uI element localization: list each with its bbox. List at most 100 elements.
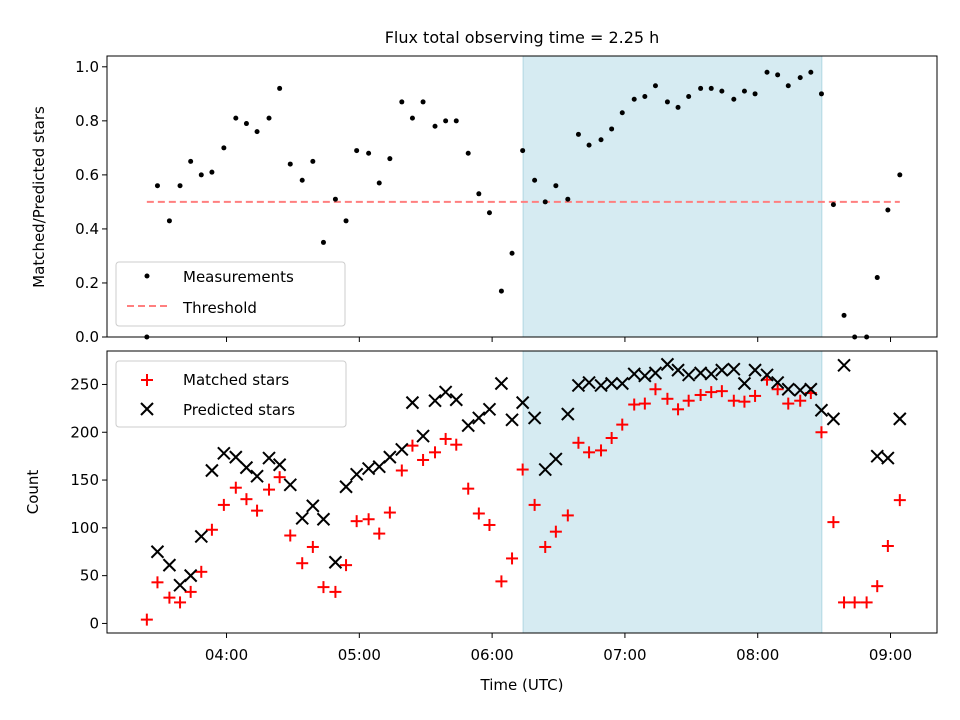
matched-star-point bbox=[174, 596, 187, 609]
measurement-point bbox=[332, 196, 338, 202]
matched-star-point bbox=[273, 471, 286, 484]
matched-star-point bbox=[838, 596, 851, 609]
y-tick-label: 0.0 bbox=[75, 328, 99, 346]
predicted-star-point bbox=[594, 378, 608, 393]
predicted-star-point bbox=[571, 378, 586, 393]
predicted-star-point bbox=[395, 442, 409, 457]
predicted-star-point bbox=[781, 382, 795, 396]
predicted-star-point bbox=[538, 462, 552, 477]
matched-star-point bbox=[583, 446, 596, 459]
matched-star-point bbox=[694, 388, 707, 401]
predicted-star-point bbox=[250, 469, 264, 483]
measurement-point bbox=[741, 88, 747, 94]
bottom-legend: Matched stars Predicted stars bbox=[115, 360, 347, 428]
x-tick-label: 05:00 bbox=[338, 646, 381, 664]
matched-star-point bbox=[163, 591, 176, 604]
measurement-point bbox=[465, 150, 471, 156]
matched-star-point bbox=[251, 504, 264, 517]
matched-star-point bbox=[462, 482, 475, 495]
measurement-point bbox=[266, 115, 272, 121]
matched-star-point bbox=[429, 446, 442, 459]
matched-star-point bbox=[483, 518, 496, 531]
predicted-star-point bbox=[893, 412, 907, 426]
measurement-point bbox=[520, 148, 526, 154]
matched-star-point bbox=[727, 394, 740, 407]
matched-star-point bbox=[350, 515, 363, 528]
predicted-star-point bbox=[405, 395, 420, 410]
top-x-ticks bbox=[226, 337, 892, 342]
legend-matched-marker bbox=[141, 374, 153, 386]
matched-star-point bbox=[561, 509, 574, 522]
measurements-points bbox=[144, 69, 903, 340]
y-tick-label: 0.2 bbox=[75, 274, 99, 292]
legend-threshold-label: Threshold bbox=[182, 299, 257, 317]
matched-star-point bbox=[439, 432, 452, 445]
y-tick-label: 0.6 bbox=[75, 166, 99, 184]
measurement-point bbox=[376, 180, 382, 186]
predicted-star-point bbox=[361, 461, 376, 476]
bottom-x-ticks: 04:00 05:00 06:00 07:00 08:00 09:00 bbox=[205, 633, 912, 664]
matched-star-point bbox=[495, 575, 508, 588]
measurement-point bbox=[354, 148, 360, 154]
matched-star-point bbox=[516, 463, 529, 476]
predicted-star-point bbox=[461, 418, 475, 433]
top-y-axis-label: Matched/Predicted stars bbox=[30, 106, 48, 288]
predicted-star-point bbox=[582, 375, 596, 390]
matched-star-point bbox=[661, 392, 674, 405]
predicted-star-point bbox=[837, 358, 851, 373]
measurement-point bbox=[818, 91, 824, 97]
predicted-star-point bbox=[150, 545, 165, 559]
predicted-star-point bbox=[693, 366, 708, 380]
predicted-star-point bbox=[648, 366, 663, 380]
matched-star-point bbox=[340, 559, 353, 572]
measurement-point bbox=[166, 218, 172, 224]
measurement-point bbox=[785, 83, 791, 89]
predicted-star-point bbox=[194, 529, 208, 544]
matched-star-point bbox=[605, 431, 618, 444]
matched-star-point bbox=[881, 540, 894, 553]
legend-measurements-label: Measurements bbox=[183, 268, 294, 286]
measurement-point bbox=[387, 156, 393, 162]
matched-star-point bbox=[815, 426, 828, 439]
measurement-point bbox=[631, 96, 637, 102]
matched-star-point bbox=[383, 506, 396, 519]
measurement-point bbox=[409, 115, 415, 121]
measurement-point bbox=[642, 94, 648, 100]
predicted-star-point bbox=[328, 555, 343, 569]
measurement-point bbox=[420, 99, 426, 105]
measurement-point bbox=[675, 104, 681, 110]
matched-star-point bbox=[595, 444, 608, 457]
predicted-star-point bbox=[527, 411, 542, 425]
matched-star-point bbox=[184, 585, 197, 598]
matched-star-point bbox=[771, 383, 784, 396]
predicted-star-point bbox=[704, 367, 718, 381]
measurement-point bbox=[542, 199, 548, 205]
measurement-point bbox=[277, 85, 283, 91]
measurement-point bbox=[731, 96, 737, 102]
measurement-point bbox=[320, 239, 326, 245]
y-tick-label: 150 bbox=[70, 471, 99, 489]
predicted-star-point bbox=[615, 376, 629, 391]
matched-star-point bbox=[240, 493, 253, 506]
predicted-star-point bbox=[814, 403, 829, 417]
predicted-star-point bbox=[494, 376, 509, 391]
predicted-star-point bbox=[383, 450, 397, 464]
measurement-point bbox=[797, 75, 803, 81]
predicted-star-point bbox=[217, 446, 231, 460]
x-tick-label: 07:00 bbox=[603, 646, 646, 664]
matched-star-point bbox=[472, 507, 485, 520]
y-tick-label: 0 bbox=[89, 614, 99, 632]
matched-star-point bbox=[205, 523, 218, 536]
measurement-point bbox=[366, 150, 372, 156]
predicted-star-point bbox=[870, 449, 884, 463]
matched-star-point bbox=[395, 464, 408, 477]
matched-star-point bbox=[329, 585, 342, 598]
measurement-point bbox=[299, 177, 305, 183]
predicted-star-point bbox=[748, 363, 762, 377]
legend-predicted-label: Predicted stars bbox=[183, 401, 295, 419]
predicted-star-point bbox=[515, 395, 530, 410]
matched-star-point bbox=[672, 403, 685, 416]
predicted-star-point bbox=[826, 412, 841, 426]
measurement-point bbox=[708, 85, 714, 91]
